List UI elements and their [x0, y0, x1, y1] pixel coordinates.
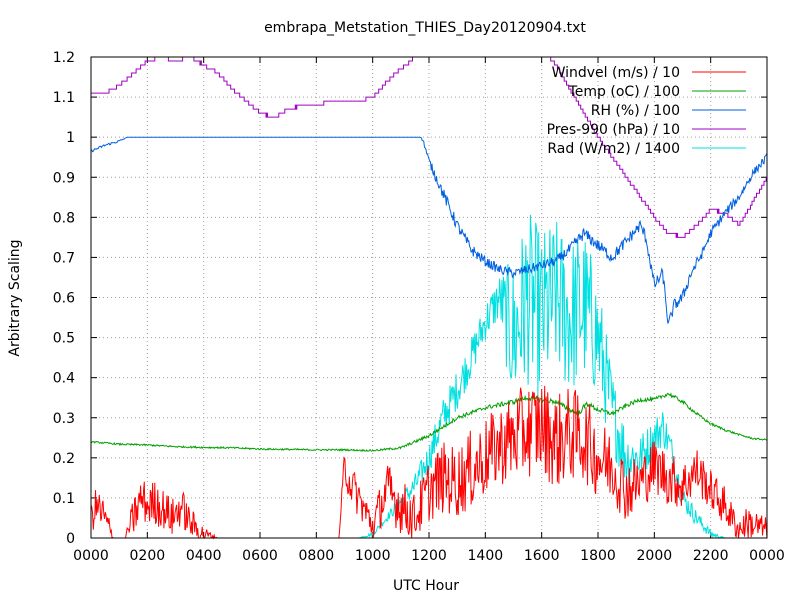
x-tick-label: 1600 [524, 548, 560, 564]
x-tick-label: 0400 [186, 548, 222, 564]
x-tick-label: 1000 [355, 548, 391, 564]
legend-label-2: RH (%) / 100 [591, 103, 680, 119]
series-line-1 [90, 392, 768, 452]
y-axis-label: Arbitrary Scaling [7, 239, 23, 356]
x-axis-label: UTC Hour [393, 578, 459, 594]
y-tick-label: 0.6 [53, 291, 75, 307]
y-tick-label: 1.1 [53, 90, 75, 106]
x-tick-label: 0000 [749, 548, 785, 564]
x-tick-label: 1400 [468, 548, 504, 564]
y-tick-label: 0.2 [53, 451, 75, 467]
x-tick-label: 0000 [73, 548, 109, 564]
x-tick-label: 0800 [299, 548, 335, 564]
y-tick-label: 1 [66, 130, 75, 146]
series-line-2 [90, 136, 768, 324]
y-tick-label: 0.5 [53, 331, 75, 347]
y-tick-label: 0.3 [53, 411, 75, 427]
y-tick-label: 0.8 [53, 210, 75, 226]
y-tick-label: 0.7 [53, 250, 75, 266]
x-tick-label: 2200 [693, 548, 729, 564]
legend-label-3: Pres-990 (hPa) / 10 [547, 122, 680, 138]
x-tick-label: 1800 [580, 548, 616, 564]
y-tick-label: 0.9 [53, 170, 75, 186]
series-line-0 [90, 385, 768, 540]
plot-frame [90, 56, 768, 539]
axis-ticks: 0000 0200 0400 0600 0800 1000 1200 1400 1600 1800… [53, 50, 785, 564]
y-tick-label: 0.4 [53, 371, 75, 387]
y-tick-label: 1.2 [53, 50, 75, 66]
y-tick-label: 0.1 [53, 491, 75, 507]
legend: Windvel (m/s) / 10 Temp (oC) / 100 RH (%) … [547, 65, 746, 157]
grid [91, 57, 767, 538]
x-tick-label: 1200 [411, 548, 447, 564]
y-tick-label: 0 [66, 531, 75, 547]
x-tick-label: 0200 [130, 548, 166, 564]
legend-label-0: Windvel (m/s) / 10 [552, 65, 680, 81]
chart-title: embrapa_Metstation_THIES_Day20120904.txt [264, 20, 586, 36]
x-tick-label: 2000 [637, 548, 673, 564]
legend-label-4: Rad (W/m2) / 1400 [547, 141, 680, 157]
x-tick-label: 0600 [242, 548, 278, 564]
legend-label-1: Temp (oC) / 100 [568, 84, 680, 100]
